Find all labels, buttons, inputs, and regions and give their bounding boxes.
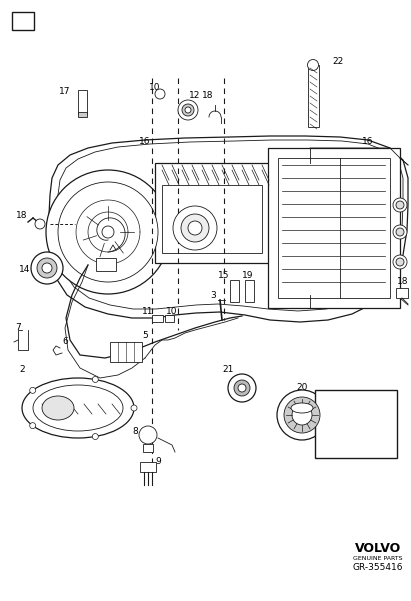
Text: 18: 18 bbox=[16, 210, 28, 219]
Circle shape bbox=[284, 397, 320, 433]
Bar bbox=[78, 112, 87, 117]
Ellipse shape bbox=[33, 385, 123, 431]
Circle shape bbox=[155, 89, 165, 99]
Circle shape bbox=[393, 225, 407, 239]
Circle shape bbox=[139, 426, 157, 444]
Text: 4: 4 bbox=[105, 240, 111, 249]
Bar bbox=[143, 444, 153, 452]
Circle shape bbox=[58, 182, 158, 282]
Bar bbox=[152, 315, 163, 322]
Bar bbox=[245, 280, 254, 302]
Bar bbox=[315, 390, 397, 458]
Circle shape bbox=[393, 255, 407, 269]
Circle shape bbox=[173, 206, 217, 250]
Text: 6: 6 bbox=[62, 338, 68, 347]
Text: VOLVO: VOLVO bbox=[355, 542, 401, 555]
Circle shape bbox=[277, 390, 327, 440]
Text: 18: 18 bbox=[202, 91, 214, 100]
Circle shape bbox=[396, 258, 404, 266]
Ellipse shape bbox=[291, 403, 313, 413]
Text: 1: 1 bbox=[18, 14, 28, 28]
Circle shape bbox=[188, 221, 202, 235]
Text: 13: 13 bbox=[84, 257, 96, 266]
Bar bbox=[12, 12, 34, 30]
Text: 5: 5 bbox=[142, 331, 148, 340]
Circle shape bbox=[42, 263, 52, 273]
Circle shape bbox=[393, 198, 407, 212]
Circle shape bbox=[396, 228, 404, 236]
Text: 20: 20 bbox=[296, 383, 308, 392]
Circle shape bbox=[35, 219, 45, 229]
Text: 10: 10 bbox=[166, 307, 178, 316]
Circle shape bbox=[307, 59, 319, 70]
Bar bbox=[110, 342, 142, 362]
Text: 18: 18 bbox=[397, 278, 409, 287]
Circle shape bbox=[46, 170, 170, 294]
Text: 7: 7 bbox=[15, 323, 21, 332]
Text: 21: 21 bbox=[222, 365, 234, 374]
Bar bbox=[396, 288, 408, 298]
Text: 12: 12 bbox=[189, 91, 201, 100]
Text: 14: 14 bbox=[19, 266, 31, 275]
Text: GR-355416: GR-355416 bbox=[353, 564, 403, 573]
Bar bbox=[278, 158, 390, 298]
Text: 2: 2 bbox=[19, 365, 25, 374]
Circle shape bbox=[238, 384, 246, 392]
Text: 16: 16 bbox=[362, 138, 374, 147]
Text: 11: 11 bbox=[142, 307, 154, 316]
Bar bbox=[268, 148, 400, 308]
Bar bbox=[140, 462, 156, 472]
Circle shape bbox=[178, 100, 198, 120]
Text: 15: 15 bbox=[218, 272, 230, 281]
Text: 9: 9 bbox=[155, 457, 161, 466]
Circle shape bbox=[182, 104, 194, 116]
Bar bbox=[308, 65, 319, 127]
Circle shape bbox=[31, 252, 63, 284]
Circle shape bbox=[181, 214, 209, 242]
Circle shape bbox=[396, 201, 404, 209]
Bar bbox=[96, 258, 116, 271]
Bar bbox=[230, 280, 239, 302]
Text: 17: 17 bbox=[59, 88, 71, 97]
Circle shape bbox=[292, 405, 312, 425]
Circle shape bbox=[30, 423, 36, 429]
Circle shape bbox=[234, 380, 250, 396]
Circle shape bbox=[102, 226, 114, 238]
Circle shape bbox=[92, 433, 98, 439]
Text: 19: 19 bbox=[242, 272, 254, 281]
Circle shape bbox=[92, 376, 98, 382]
Text: 3: 3 bbox=[210, 291, 216, 300]
Circle shape bbox=[37, 258, 57, 278]
Text: 10: 10 bbox=[149, 84, 161, 93]
Bar bbox=[78, 90, 87, 114]
Bar bbox=[162, 185, 262, 253]
Text: 22: 22 bbox=[332, 58, 344, 67]
Text: GENUINE PARTS: GENUINE PARTS bbox=[353, 555, 403, 561]
Bar bbox=[165, 315, 174, 322]
Text: 23: 23 bbox=[319, 394, 330, 403]
Bar bbox=[155, 163, 270, 263]
Text: 16: 16 bbox=[139, 138, 151, 147]
Text: SW: SW bbox=[323, 414, 389, 448]
Circle shape bbox=[30, 388, 36, 394]
Text: 8: 8 bbox=[132, 427, 138, 436]
Circle shape bbox=[131, 405, 137, 411]
Polygon shape bbox=[49, 136, 408, 322]
Circle shape bbox=[228, 374, 256, 402]
Circle shape bbox=[185, 107, 191, 113]
Ellipse shape bbox=[22, 378, 134, 438]
Ellipse shape bbox=[42, 396, 74, 420]
